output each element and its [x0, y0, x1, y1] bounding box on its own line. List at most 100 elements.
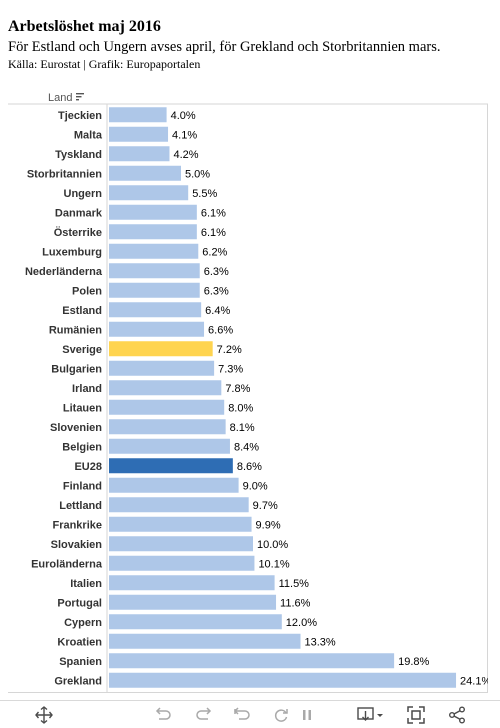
redo-icon[interactable] [193, 705, 215, 725]
pause-icon[interactable] [296, 705, 318, 725]
bar [109, 477, 239, 493]
value-label: 7.2% [217, 344, 242, 356]
category-label: Frankrike [52, 519, 102, 531]
category-label: Belgien [62, 441, 102, 453]
category-label: Nederländerna [25, 266, 103, 278]
value-label: 8.4% [234, 441, 259, 453]
download-icon[interactable] [356, 705, 386, 725]
share-icon[interactable] [446, 705, 468, 725]
value-label: 8.6% [237, 461, 262, 473]
bar [109, 555, 255, 571]
bar [109, 516, 252, 532]
value-label: 19.8% [398, 656, 429, 668]
category-label: Slovenien [50, 422, 102, 434]
value-label: 6.2% [202, 246, 227, 258]
undo-icon[interactable] [152, 705, 174, 725]
category-label: Österrike [54, 226, 102, 239]
value-label: 5.0% [185, 168, 210, 180]
bar [109, 146, 170, 162]
category-label: Irland [72, 383, 102, 395]
category-label: Slovakien [51, 539, 103, 551]
category-label: Cypern [64, 617, 102, 629]
category-label: Luxemburg [42, 246, 102, 258]
value-label: 6.6% [208, 324, 233, 336]
viz-toolbar [0, 700, 500, 728]
bar [109, 165, 181, 181]
value-label: 12.0% [286, 617, 317, 629]
value-label: 10.1% [258, 558, 289, 570]
bar [109, 633, 301, 649]
bar [109, 204, 197, 220]
value-label: 10.0% [257, 539, 288, 551]
category-label: Kroatien [57, 636, 102, 648]
bar [109, 185, 189, 201]
fullscreen-icon[interactable] [405, 705, 427, 725]
category-label: Bulgarien [51, 363, 102, 375]
value-label: 13.3% [305, 636, 336, 648]
category-label: EU28 [74, 461, 102, 473]
chart-area: Land Tjeckien 4.0% Malta 4.1% Tyskland 4.2% Sto… [8, 90, 488, 693]
value-label: 5.5% [192, 188, 217, 200]
category-label: Portugal [57, 597, 102, 609]
value-label: 6.3% [204, 285, 229, 297]
bar [109, 263, 200, 279]
value-label: 9.7% [253, 500, 278, 512]
value-label: 4.0% [171, 110, 196, 122]
bar [109, 282, 200, 298]
category-label: Tjeckien [58, 110, 102, 122]
value-label: 7.3% [218, 363, 243, 375]
category-label: Tyskland [55, 149, 102, 161]
value-label: 8.0% [228, 402, 253, 414]
chart-title: Arbetslöshet maj 2016 [8, 18, 161, 35]
bar [109, 302, 202, 318]
category-label: Sverige [62, 344, 102, 356]
value-label: 6.1% [201, 207, 226, 219]
value-label: 6.1% [201, 227, 226, 239]
category-label: Finland [63, 480, 102, 492]
value-label: 4.2% [173, 149, 198, 161]
refresh-icon[interactable] [270, 705, 292, 725]
bar [109, 341, 213, 357]
value-label: 8.1% [230, 422, 255, 434]
bar [109, 497, 249, 513]
value-label: 6.3% [204, 266, 229, 278]
bar [109, 594, 277, 610]
revert-icon[interactable] [232, 705, 254, 725]
value-label: 9.9% [256, 519, 281, 531]
category-label: Litauen [63, 402, 102, 414]
bar [109, 575, 275, 591]
bar [109, 380, 222, 396]
move-icon[interactable] [33, 705, 55, 725]
value-label: 4.1% [172, 129, 197, 141]
value-label: 7.8% [225, 383, 250, 395]
bar [109, 360, 215, 376]
chart-source: Källa: Eurostat | Grafik: Europaportalen [8, 57, 201, 71]
bar-chart: Land Tjeckien 4.0% Malta 4.1% Tyskland 4.2% Sto… [8, 92, 488, 693]
bar [109, 107, 167, 123]
bar [109, 653, 395, 669]
category-label: Lettland [59, 500, 102, 512]
value-label: 11.6% [280, 597, 311, 609]
value-label: 6.4% [205, 305, 230, 317]
category-label: Italien [70, 578, 102, 590]
value-label: 24.1% [460, 675, 488, 687]
category-label: Spanien [59, 656, 102, 668]
category-label: Euroländerna [31, 558, 103, 570]
bar [109, 458, 233, 474]
dimension-label: Land [48, 92, 72, 104]
category-label: Estland [62, 305, 102, 317]
bar [109, 614, 282, 630]
category-label: Malta [74, 129, 103, 141]
bar [109, 438, 230, 454]
category-label: Rumänien [49, 324, 102, 336]
category-label: Storbritannien [27, 168, 102, 180]
bar [109, 224, 197, 240]
sort-icon [76, 93, 84, 101]
category-label: Polen [72, 285, 102, 297]
bar [109, 419, 226, 435]
category-label: Ungern [64, 188, 103, 200]
chart-subtitle: För Estland och Ungern avses april, för … [8, 39, 441, 55]
bar [109, 243, 199, 259]
bar [109, 536, 253, 552]
bar [109, 321, 205, 337]
